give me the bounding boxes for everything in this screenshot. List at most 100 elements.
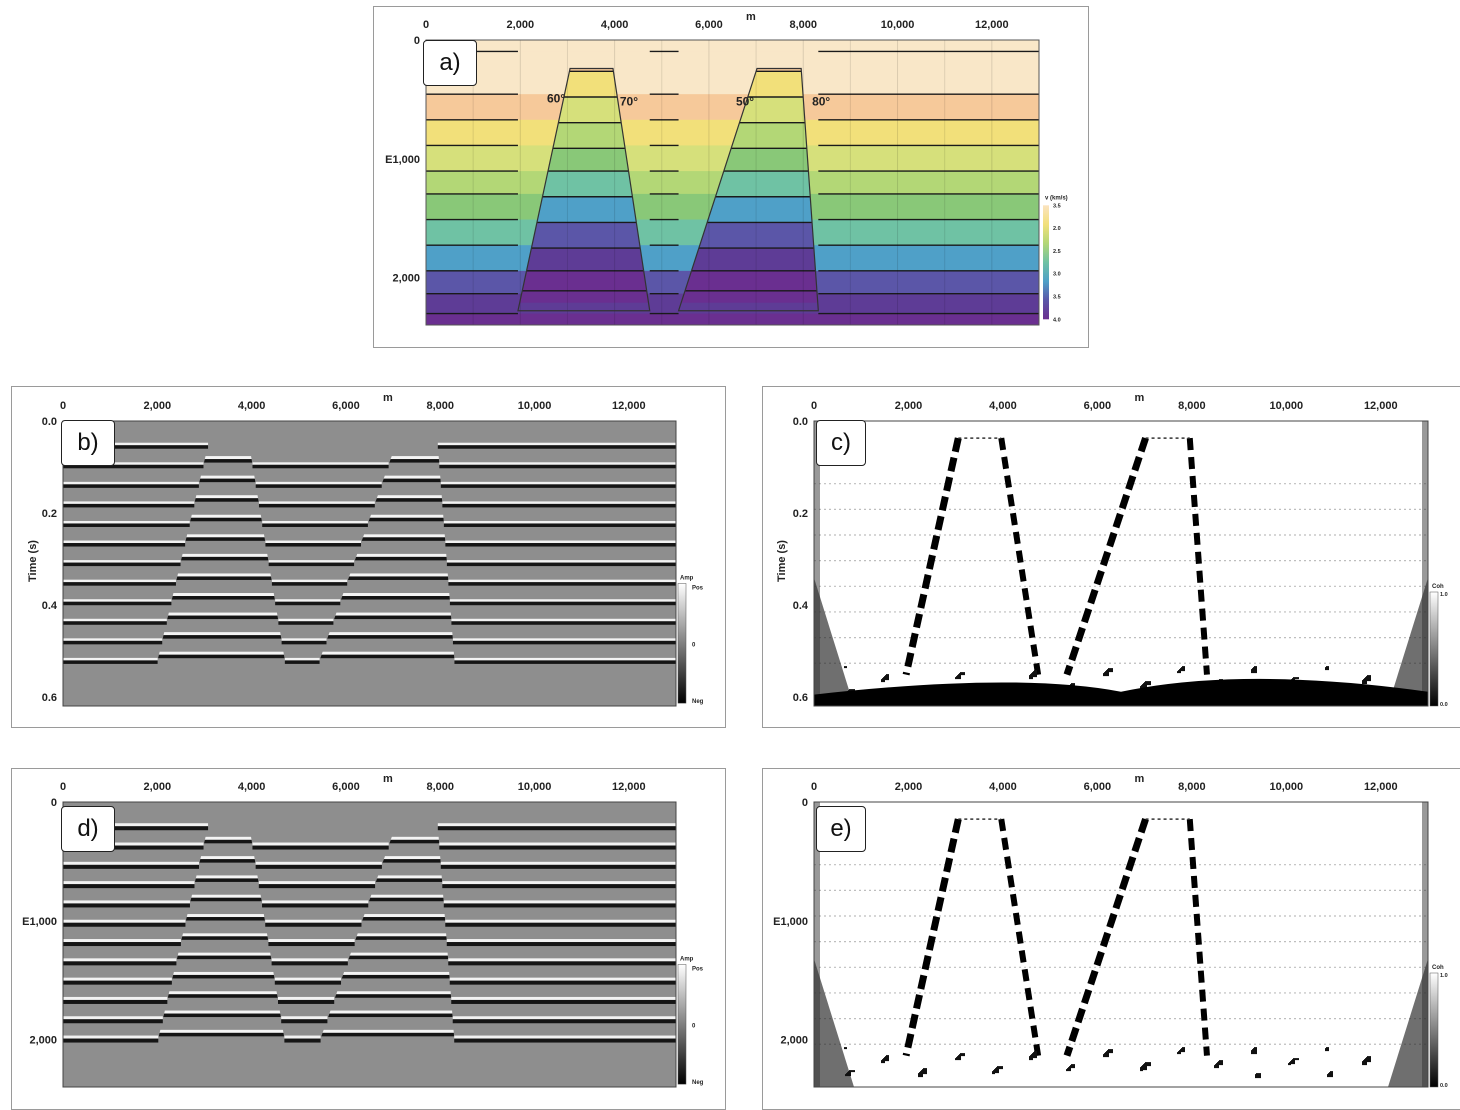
reflector-negative (271, 961, 348, 966)
panel-b-y-tick-label: 0.2 (42, 508, 57, 520)
reflector-negative (315, 955, 456, 960)
panel-d-x-tick-label: 6,000 (332, 781, 360, 793)
panel-e-label: e) (816, 806, 866, 852)
reflector-positive (63, 842, 204, 846)
reflector-negative (268, 562, 355, 567)
fault-edge (1063, 436, 1149, 676)
reflector-negative (154, 994, 287, 998)
reflector-negative (315, 974, 456, 979)
reflector-negative (63, 826, 209, 831)
reflector-negative (255, 864, 382, 869)
reflector-negative (154, 917, 287, 921)
reflector-positive (315, 914, 456, 918)
noise-speck (1034, 670, 1037, 675)
reflector-negative (63, 1038, 159, 1043)
panel-e-x-tick-label: 10,000 (1269, 781, 1303, 793)
reflector-negative (154, 635, 287, 639)
reflector-negative (452, 640, 676, 645)
coherence-time-section: 0 2,000 4,000 6,000 8,000 10,000 12,000 m 0.0 0.2… (793, 392, 1448, 708)
panel-b-x-tick-label: 8,000 (426, 400, 454, 412)
dip-angle-label: 50° (736, 95, 754, 109)
reflector-negative (315, 878, 456, 882)
noise-speck (1326, 666, 1329, 670)
reflector-negative (278, 621, 334, 625)
reflector-positive (63, 823, 209, 827)
reflector-negative (315, 635, 456, 639)
reflector-negative (63, 601, 172, 606)
reflector-positive (451, 996, 676, 1000)
reflector-positive (63, 977, 172, 981)
reflector-positive (439, 842, 676, 846)
reflector-negative (442, 503, 676, 508)
reflector-positive (440, 861, 676, 865)
reflector-positive (63, 501, 195, 504)
panel-a-x-tick-label: 4,000 (601, 19, 629, 31)
panel-c-x-tick-label: 2,000 (895, 400, 923, 412)
plot-border (62, 420, 677, 707)
colorbar-tick-label: 3.5 (1053, 203, 1061, 209)
reflector-negative (154, 537, 287, 541)
reflector-negative (63, 942, 181, 947)
noise-speck (1034, 1051, 1037, 1056)
reflector-negative (315, 596, 456, 600)
reflector-positive (154, 593, 287, 597)
seismic-image (63, 421, 676, 706)
colorbar-tick-label: 0.0 (1440, 1083, 1448, 1089)
plot-border (425, 39, 1040, 326)
fault-block-reflectors (154, 836, 287, 1037)
reflector-negative (452, 1019, 676, 1024)
colorbar-tick-label: Pos (692, 585, 704, 591)
reflector-negative (315, 498, 456, 502)
panel-d-x-tick-label: 2,000 (144, 781, 172, 793)
coherence-background (814, 421, 1428, 706)
fault-block-layer (517, 222, 650, 249)
edge-artifact (1388, 577, 1428, 706)
reflector-positive (63, 442, 209, 446)
reflector-positive (154, 573, 287, 577)
panel-b-y-tick-label: 0.6 (42, 692, 57, 704)
reflector-positive (154, 1029, 287, 1033)
reflector-negative (442, 884, 676, 889)
reflector-negative (449, 601, 676, 606)
fault-edge (902, 437, 962, 676)
reflector-negative (437, 445, 676, 449)
panel-d-x-tick-label: 8,000 (426, 781, 454, 793)
colorbar-tick-label: 3.5 (1053, 295, 1061, 301)
reflector-positive (63, 881, 195, 885)
reflector-positive (437, 442, 676, 446)
reflector-positive (315, 971, 456, 975)
panel-a-label: a) (423, 40, 477, 86)
reflector-positive (154, 914, 287, 918)
panel-e-x-tick-label: 6,000 (1084, 781, 1112, 793)
panel-a-x-tick-label: 8,000 (789, 19, 817, 31)
reflector-positive (63, 1016, 163, 1020)
reflector-negative (315, 1013, 456, 1018)
colorbar-tick-label: Neg (692, 699, 704, 705)
colorbar-tick-label: 2.5 (1053, 249, 1061, 255)
reflector-negative (315, 917, 456, 921)
reflector-negative (154, 517, 287, 522)
panel-a-x-tick-label: 2,000 (507, 19, 535, 31)
reflector-positive (448, 958, 676, 962)
reflector-positive (63, 618, 167, 622)
reflector-negative (63, 523, 190, 527)
reflector-positive (262, 900, 369, 904)
noise-speck (1182, 1047, 1185, 1050)
reflector-negative (262, 523, 368, 527)
reflector-negative (63, 621, 167, 625)
panel-e-y-tick-label: 2,000 (780, 1035, 808, 1047)
noise-speck (960, 1053, 965, 1056)
reflector-positive (454, 657, 676, 661)
reflector-positive (437, 823, 676, 827)
panel-a-y-tick-label: E1,000 (385, 154, 420, 166)
fault-block-layer (517, 68, 650, 72)
reflector-positive (154, 894, 287, 898)
reflector-negative (439, 845, 676, 850)
noise-speck (1108, 668, 1113, 672)
reflector-positive (154, 632, 287, 636)
reflector-positive (63, 1035, 159, 1039)
plot-border (813, 801, 1429, 1088)
colorbar-title: Amp (680, 956, 694, 962)
panel-d-x-tick-label: 4,000 (238, 781, 266, 793)
reflector-negative (63, 864, 200, 869)
